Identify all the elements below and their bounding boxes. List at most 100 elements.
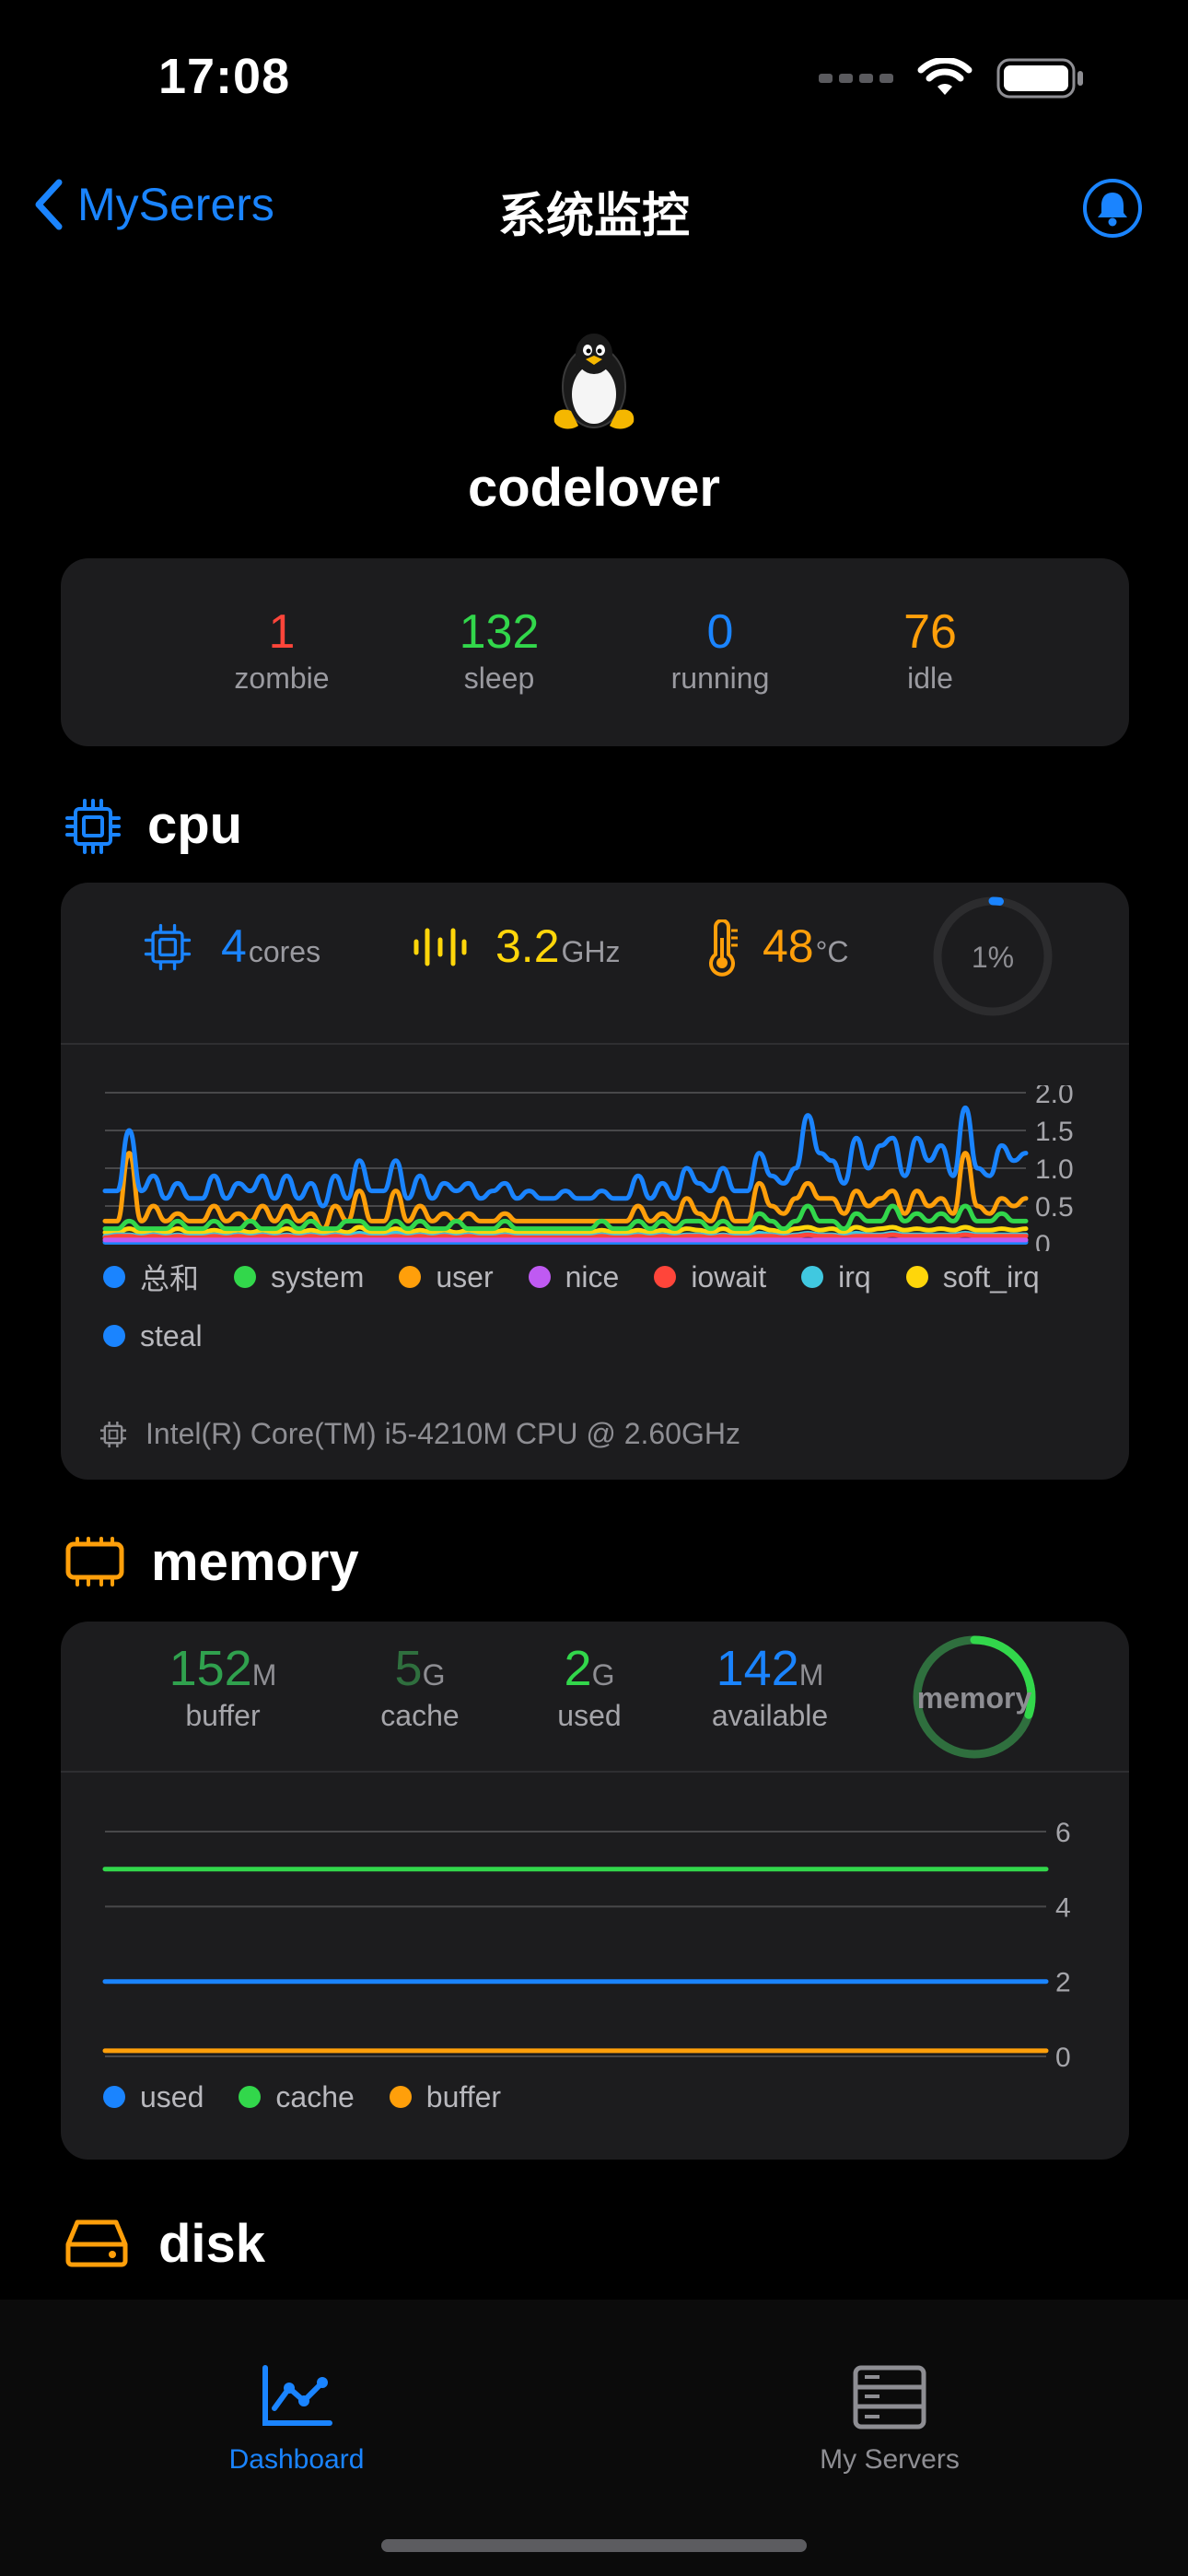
wifi-icon [917, 58, 973, 95]
memory-ring-label: memory [917, 1681, 1032, 1715]
legend-color-dot [239, 2086, 262, 2108]
cellular-signal-icon [819, 74, 893, 83]
linux-penguin-icon [553, 334, 635, 429]
memory-card: 152M buffer 5G cache 2G used 142M availa… [61, 1622, 1129, 2160]
process-stat-idle: 76 idle [838, 604, 1022, 697]
cpu-model-chip-icon [99, 1421, 127, 1447]
process-count: 132 [459, 605, 540, 659]
memory-unit: M [798, 1658, 824, 1692]
memory-unit: G [591, 1658, 615, 1692]
legend-item: 总和 [103, 1247, 199, 1306]
memory-label: cache [380, 1699, 460, 1732]
dashboard-chart-icon [262, 2365, 332, 2426]
legend-item: buffer [389, 2067, 502, 2126]
legend-label: irq [838, 1259, 871, 1294]
legend-color-dot [103, 2086, 125, 2108]
memory-section-title: memory [151, 1532, 359, 1592]
memory-stat-buffer: 152M buffer [140, 1640, 306, 1734]
page-title: 系统监控 [497, 190, 690, 243]
memory-stat-available: 142M available [669, 1640, 871, 1734]
legend-color-dot [801, 1266, 824, 1288]
memory-card-divider [61, 1771, 1129, 1773]
memory-stat-cache: 5G cache [355, 1640, 484, 1734]
cpu-model-row: Intel(R) Core(TM) i5-4210M CPU @ 2.60GHz [99, 1417, 740, 1451]
host-name: codelover [468, 458, 720, 518]
legend-color-dot [399, 1266, 422, 1288]
y-tick-label: 6 [1055, 1818, 1071, 1848]
cpu-chip-icon [65, 799, 121, 854]
legend-item: iowait [654, 1247, 766, 1306]
memory-label: used [557, 1699, 622, 1732]
tab-dashboard[interactable]: Dashboard [158, 2364, 435, 2476]
legend-label: soft_irq [942, 1259, 1040, 1294]
process-stat-running: 0 running [628, 604, 812, 697]
process-stat-zombie: 1 zombie [190, 604, 374, 697]
status-time: 17:08 [158, 49, 291, 104]
thermometer-icon [709, 919, 738, 977]
legend-color-dot [654, 1266, 677, 1288]
cpu-card: 4 cores 3.2 GHz 48 °C 1% [61, 883, 1129, 1480]
process-count: 1 [268, 605, 296, 659]
series-line-soft_irq [102, 1224, 1029, 1235]
frequency-unit: GHz [561, 935, 621, 968]
legend-color-dot [103, 1266, 125, 1288]
cpu-usage-chart: 2.0 1.5 1.0 0.5 0 [102, 1085, 1074, 1251]
memory-stat-used: 2G used [525, 1640, 654, 1734]
process-label: running [670, 662, 770, 695]
status-indicators [819, 57, 1085, 100]
memory-label: buffer [185, 1699, 261, 1732]
y-tick-label: 1.5 [1035, 1117, 1074, 1147]
process-label: idle [907, 662, 953, 695]
memory-unit: G [422, 1658, 446, 1692]
disk-drive-icon [65, 2219, 128, 2267]
legend-color-dot [905, 1266, 928, 1288]
cores-icon [144, 923, 192, 971]
tab-dashboard-label: Dashboard [228, 2444, 365, 2475]
cpu-usage-ring: 1% [933, 896, 1053, 1016]
process-stat-sleep: 132 sleep [407, 604, 591, 697]
y-tick-label: 2.0 [1035, 1085, 1074, 1109]
legend-label: cache [275, 2079, 355, 2113]
memory-value: 5 [394, 1641, 423, 1696]
frequency-value: 3.2 [495, 920, 560, 972]
legend-label: 总和 [140, 1262, 200, 1295]
cpu-usage-label: 1% [972, 941, 1014, 974]
legend-item: soft_irq [905, 1247, 1040, 1306]
process-count: 76 [903, 605, 957, 659]
memory-usage-chart: 6 4 2 0 [102, 1818, 1071, 2073]
tab-my-servers[interactable]: My Servers [751, 2364, 1028, 2476]
servers-icon [853, 2365, 926, 2430]
legend-label: system [271, 1259, 365, 1294]
cpu-model-text: Intel(R) Core(TM) i5-4210M CPU @ 2.60GHz [146, 1417, 740, 1450]
y-tick-label: 1.0 [1035, 1154, 1074, 1185]
notification-bell-button[interactable] [1081, 177, 1144, 240]
legend-color-dot [103, 1325, 125, 1347]
y-tick-label: 2 [1055, 1968, 1071, 1998]
legend-color-dot [234, 1266, 257, 1288]
battery-icon [996, 58, 1083, 99]
home-indicator[interactable] [381, 2539, 807, 2552]
series-line-user [102, 1151, 1029, 1232]
legend-label: user [436, 1259, 494, 1294]
process-count: 0 [706, 605, 734, 659]
cpu-usage-arc [933, 896, 1053, 1016]
legend-color-dot [389, 2086, 412, 2108]
legend-item: user [399, 1247, 494, 1306]
legend-label: buffer [425, 2079, 502, 2113]
back-button[interactable]: MySerers [31, 177, 274, 232]
legend-item: irq [801, 1247, 871, 1306]
frequency-waveform-icon [413, 928, 467, 966]
process-stats-card: 1 zombie 132 sleep 0 running 76 idle [61, 558, 1129, 746]
memory-usage-arc [913, 1635, 1036, 1759]
chevron-left-icon [35, 179, 63, 230]
memory-label: available [711, 1699, 829, 1732]
temperature-value: 48 [763, 920, 814, 972]
back-label: MySerers [77, 179, 274, 230]
legend-color-dot [528, 1266, 551, 1288]
y-tick-label: 0 [1035, 1230, 1051, 1251]
legend-label: iowait [691, 1259, 767, 1294]
tab-my-servers-label: My Servers [820, 2444, 960, 2475]
legend-label: used [140, 2079, 204, 2113]
memory-value: 2 [564, 1641, 592, 1696]
tab-bar: Dashboard My Servers [0, 2300, 1188, 2576]
